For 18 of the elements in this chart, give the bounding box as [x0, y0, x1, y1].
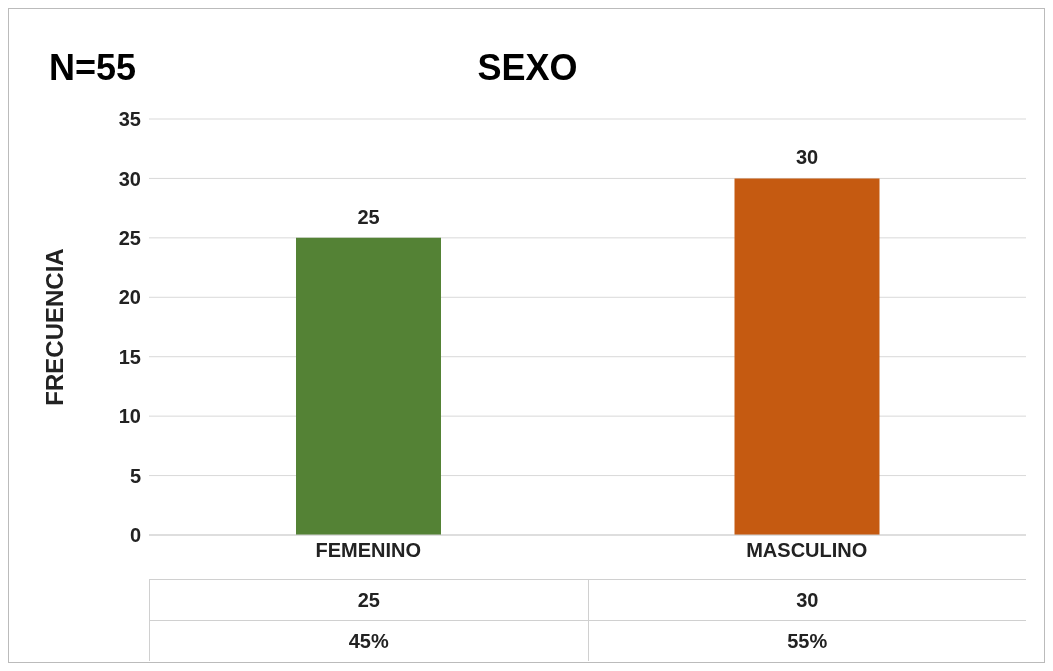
text: 45%: [149, 621, 588, 661]
y-tick-label: 0: [129, 524, 141, 547]
chart-title: SEXO: [477, 47, 578, 88]
text: N=55: [49, 47, 137, 89]
y-axis-title: FRECUENCIA: [40, 248, 68, 406]
y-tick-label: 35: [118, 108, 141, 131]
y-tick-label: 25: [118, 226, 141, 249]
data-label: 25: [357, 205, 380, 228]
x-tick-label: FEMENINO: [315, 539, 422, 562]
y-tick-label: 10: [118, 405, 141, 428]
y-tick-label: 15: [118, 345, 141, 368]
text: 30: [587, 580, 1026, 620]
y-tick-label: 20: [118, 286, 141, 309]
y-tick-label: 30: [118, 167, 141, 190]
x-tick-label: MASCULINO: [746, 539, 868, 562]
y-tick-label: 5: [129, 464, 141, 487]
data-label: 30: [795, 146, 819, 169]
text: 55%: [587, 621, 1026, 661]
